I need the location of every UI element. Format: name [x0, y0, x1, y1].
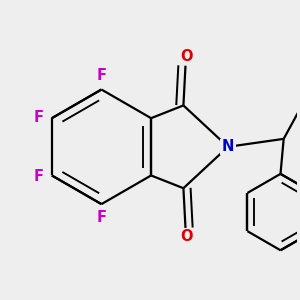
Text: F: F — [33, 169, 43, 184]
FancyBboxPatch shape — [298, 96, 300, 109]
Text: F: F — [97, 210, 106, 225]
Text: F: F — [97, 68, 106, 83]
FancyBboxPatch shape — [178, 49, 195, 65]
FancyBboxPatch shape — [93, 210, 110, 226]
Text: F: F — [33, 110, 43, 125]
Text: N: N — [222, 139, 234, 154]
Text: O: O — [180, 50, 193, 64]
FancyBboxPatch shape — [30, 168, 47, 184]
FancyBboxPatch shape — [220, 139, 236, 155]
Text: O: O — [180, 229, 193, 244]
FancyBboxPatch shape — [178, 229, 195, 245]
FancyBboxPatch shape — [93, 68, 110, 84]
FancyBboxPatch shape — [30, 110, 47, 125]
